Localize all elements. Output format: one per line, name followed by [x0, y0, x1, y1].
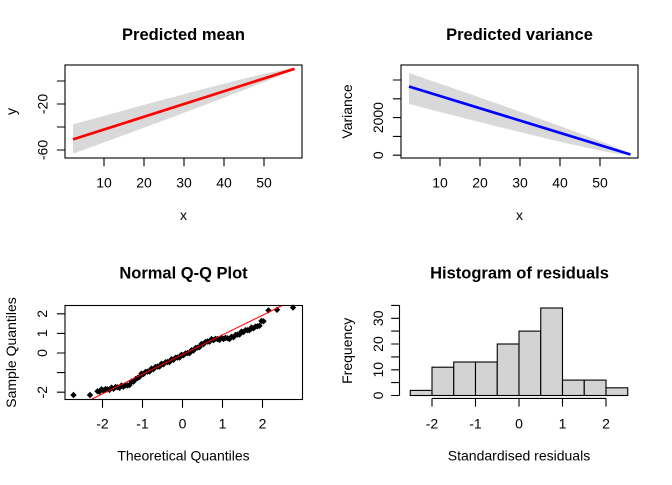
svg-text:2: 2 [259, 415, 267, 431]
svg-text:Theoretical Quantiles: Theoretical Quantiles [117, 448, 249, 464]
svg-text:-2: -2 [34, 386, 50, 399]
svg-text:Predicted mean: Predicted mean [122, 26, 245, 44]
svg-text:2: 2 [34, 310, 50, 318]
svg-text:x: x [516, 207, 523, 223]
svg-text:Standardised residuals: Standardised residuals [448, 448, 590, 464]
svg-text:Normal Q-Q Plot: Normal Q-Q Plot [119, 265, 248, 283]
svg-text:Variance: Variance [339, 84, 355, 138]
svg-text:20: 20 [370, 336, 386, 352]
svg-text:0: 0 [370, 151, 386, 159]
svg-text:1: 1 [559, 415, 567, 431]
svg-text:40: 40 [216, 175, 232, 191]
svg-text:Histogram of residuals: Histogram of residuals [430, 265, 609, 283]
svg-text:20: 20 [472, 175, 488, 191]
svg-text:Frequency: Frequency [339, 318, 355, 384]
svg-text:10: 10 [370, 362, 386, 378]
svg-text:Predicted variance: Predicted variance [446, 26, 593, 44]
svg-text:y: y [3, 108, 19, 115]
svg-text:-2: -2 [96, 415, 109, 431]
svg-text:0: 0 [179, 415, 187, 431]
svg-text:1: 1 [219, 415, 227, 431]
svg-text:30: 30 [370, 310, 386, 326]
svg-text:10: 10 [96, 175, 112, 191]
svg-text:x: x [180, 207, 187, 223]
svg-text:30: 30 [512, 175, 528, 191]
svg-text:-1: -1 [136, 415, 149, 431]
svg-text:Sample Quantiles: Sample Quantiles [3, 297, 19, 408]
svg-text:50: 50 [592, 175, 608, 191]
svg-text:-2: -2 [426, 415, 439, 431]
svg-text:2: 2 [602, 415, 610, 431]
svg-text:0: 0 [515, 415, 523, 431]
svg-text:20: 20 [136, 175, 152, 191]
svg-text:-1: -1 [469, 415, 482, 431]
svg-text:0: 0 [34, 349, 50, 357]
svg-text:2000: 2000 [370, 102, 386, 133]
svg-text:40: 40 [552, 175, 568, 191]
svg-text:10: 10 [432, 175, 448, 191]
svg-text:-60: -60 [35, 140, 51, 160]
svg-text:-20: -20 [35, 94, 51, 114]
svg-text:50: 50 [256, 175, 272, 191]
svg-text:1: 1 [34, 329, 50, 337]
svg-text:30: 30 [176, 175, 192, 191]
svg-text:0: 0 [370, 391, 386, 399]
